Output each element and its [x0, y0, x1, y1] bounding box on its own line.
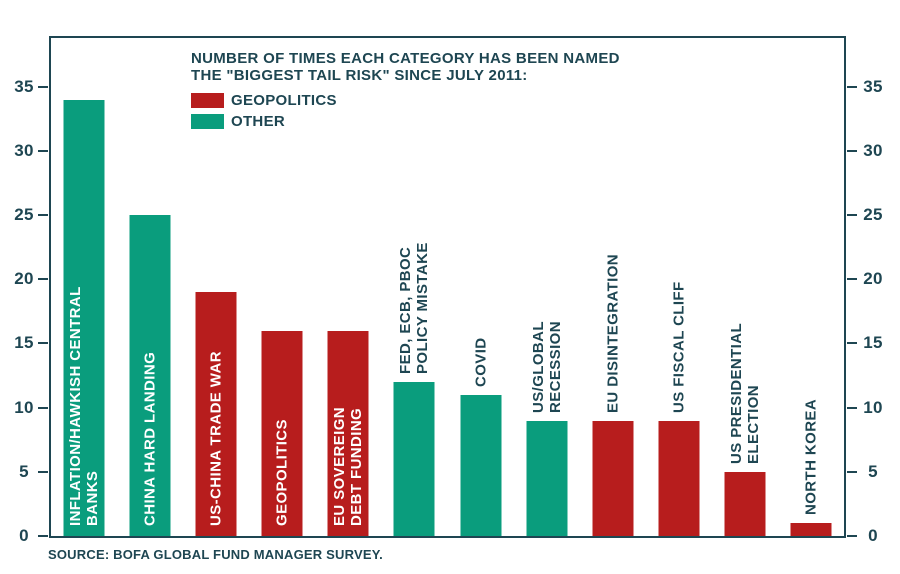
bar-label-us-presidential-election: US PRESIDENTIAL ELECTION: [728, 323, 762, 464]
bar-label-line: INFLATION/HAWKISH CENTRAL: [67, 286, 85, 526]
bar-column-fed-ecb-pboc-policy-mistake: FED, ECB, PBOC POLICY MISTAKE: [381, 38, 447, 536]
chart-title-block: NUMBER OF TIMES EACH CATEGORY HAS BEEN N…: [191, 50, 620, 132]
bar-column-covid: COVID: [448, 38, 514, 536]
y-axis-label-right-5: 5: [868, 461, 878, 481]
bar-label-geopolitics: GEOPOLITICS: [274, 419, 291, 526]
legend-label-geopolitics: GEOPOLITICS: [231, 91, 337, 109]
bar-label-line: DEBT FUNDING: [348, 407, 366, 526]
bar-label-line: RECESSION: [546, 320, 564, 413]
plot-area: NUMBER OF TIMES EACH CATEGORY HAS BEEN N…: [14, 36, 882, 545]
y-axis-label-right-30: 30: [863, 140, 883, 160]
bar-column-us-fiscal-cliff: US FISCAL CLIFF: [646, 38, 712, 536]
y-axis-label-left-20: 20: [14, 269, 34, 289]
y-axis-tick-right-25: [847, 214, 857, 217]
bar-label-line: GEOPOLITICS: [273, 419, 291, 526]
bar-label-covid: COVID: [472, 337, 489, 387]
bar-column-eu-disintegration: EU DISINTEGRATION: [580, 38, 646, 536]
bar-covid: [460, 394, 502, 536]
y-axis-tick-right-35: [847, 85, 857, 88]
bar-label-eu-disintegration: EU DISINTEGRATION: [604, 253, 621, 412]
bar-label-line: US FISCAL CLIFF: [670, 280, 688, 413]
legend-row-geopolitics: GEOPOLITICS: [191, 90, 620, 110]
bar-fed-ecb-pboc-policy-mistake: [393, 381, 435, 536]
y-axis-tick-left-20: [38, 278, 48, 281]
y-axis-label-left-25: 25: [14, 205, 34, 225]
chart-title-line-2: THE "BIGGEST TAIL RISK" SINCE JULY 2011:: [191, 67, 528, 84]
y-axis-tick-left-10: [38, 406, 48, 409]
y-axis-label-right-35: 35: [863, 76, 883, 96]
legend-row-other: OTHER: [191, 111, 620, 131]
bar-us-presidential-election: [724, 471, 766, 536]
y-axis-tick-right-15: [847, 342, 857, 345]
bar-label-line: BANKS: [84, 470, 102, 526]
bar-column-us-presidential-election: US PRESIDENTIAL ELECTION: [712, 38, 778, 536]
y-axis-label-right-15: 15: [863, 333, 883, 353]
bar-label-line: ELECTION: [744, 384, 762, 464]
bar-label-eu-sovereign-debt-funding: EU SOVEREIGN DEBT FUNDING: [331, 407, 365, 526]
y-axis-label-left-15: 15: [14, 333, 34, 353]
y-axis-tick-left-0: [38, 535, 48, 537]
bar-label-line: NORTH KOREA: [802, 399, 820, 516]
bar-label-china-hard-landing: CHINA HARD LANDING: [142, 352, 159, 526]
y-axis-label-right-20: 20: [863, 269, 883, 289]
bar-label-line: FED, ECB, PBOC: [397, 246, 415, 374]
y-axis-label-left-30: 30: [14, 140, 34, 160]
y-axis-label-right-0: 0: [868, 526, 878, 545]
y-axis-label-left-10: 10: [14, 397, 34, 417]
y-axis-tick-left-30: [38, 149, 48, 152]
y-axis-tick-left-35: [38, 85, 48, 88]
bar-label-line: POLICY MISTAKE: [414, 242, 432, 374]
bar-label-line: US PRESIDENTIAL: [727, 322, 745, 464]
bar-label-line: US-CHINA TRADE WAR: [207, 351, 225, 526]
bar-geopolitics: [261, 330, 303, 536]
y-axis-tick-right-5: [847, 470, 857, 473]
bar-us-global-recession: [526, 420, 568, 536]
bar-label-inflation-hawkish-central-banks: INFLATION/HAWKISH CENTRAL BANKS: [67, 286, 101, 526]
bar-column-eu-sovereign-debt-funding: EU SOVEREIGN DEBT FUNDING: [315, 38, 381, 536]
y-axis-label-left-0: 0: [19, 526, 29, 545]
bar-label-line: EU SOVEREIGN: [331, 407, 349, 526]
y-axis-tick-left-25: [38, 214, 48, 217]
y-axis-label-left-35: 35: [14, 76, 34, 96]
bar-china-hard-landing: [129, 215, 171, 536]
bar-eu-sovereign-debt-funding: [327, 330, 369, 536]
chart-title-line-1: NUMBER OF TIMES EACH CATEGORY HAS BEEN N…: [191, 50, 620, 67]
y-axis-tick-right-20: [847, 278, 857, 281]
bar-north-korea: [790, 523, 832, 536]
bar-column-us-global-recession: US/GLOBAL RECESSION: [514, 38, 580, 536]
y-axis-label-left-5: 5: [19, 461, 29, 481]
y-axis-tick-right-30: [847, 149, 857, 152]
bar-column-us-china-trade-war: US-CHINA TRADE WAR: [183, 38, 249, 536]
y-axis-label-right-10: 10: [863, 397, 883, 417]
bar-label-line: US/GLOBAL: [529, 320, 547, 413]
y-axis-tick-right-10: [847, 406, 857, 409]
bar-us-fiscal-cliff: [658, 420, 700, 536]
bar-column-north-korea: NORTH KOREA: [778, 38, 844, 536]
bar-inflation-hawkish-central-banks: [63, 99, 105, 536]
bar-label-line: EU DISINTEGRATION: [604, 253, 622, 413]
bar-label-line: CHINA HARD LANDING: [141, 351, 159, 526]
bar-label-fed-ecb-pboc-policy-mistake: FED, ECB, PBOC POLICY MISTAKE: [397, 242, 431, 374]
y-axis-tick-left-5: [38, 470, 48, 473]
bar-label-line: COVID: [472, 337, 490, 387]
bar-column-geopolitics: GEOPOLITICS: [249, 38, 315, 536]
y-axis-label-right-25: 25: [863, 205, 883, 225]
legend-label-other: OTHER: [231, 112, 285, 130]
y-axis-tick-left-15: [38, 342, 48, 345]
bar-label-us-fiscal-cliff: US FISCAL CLIFF: [670, 281, 687, 413]
legend-swatch-geopolitics: [191, 92, 224, 108]
source-attribution: SOURCE: BOFA GLOBAL FUND MANAGER SURVEY.: [48, 547, 383, 562]
bar-column-inflation-hawkish-central-banks: INFLATION/HAWKISH CENTRAL BANKS: [51, 38, 117, 536]
legend: GEOPOLITICS OTHER: [191, 90, 620, 131]
legend-swatch-other: [191, 113, 224, 129]
bar-us-china-trade-war: [195, 292, 237, 536]
bar-label-north-korea: NORTH KOREA: [802, 399, 819, 515]
bar-eu-disintegration: [592, 420, 634, 536]
y-axis-tick-right-0: [847, 535, 857, 537]
bar-label-us-global-recession: US/GLOBAL RECESSION: [530, 321, 564, 413]
bar-column-china-hard-landing: CHINA HARD LANDING: [117, 38, 183, 536]
bar-label-us-china-trade-war: US-CHINA TRADE WAR: [208, 351, 225, 526]
